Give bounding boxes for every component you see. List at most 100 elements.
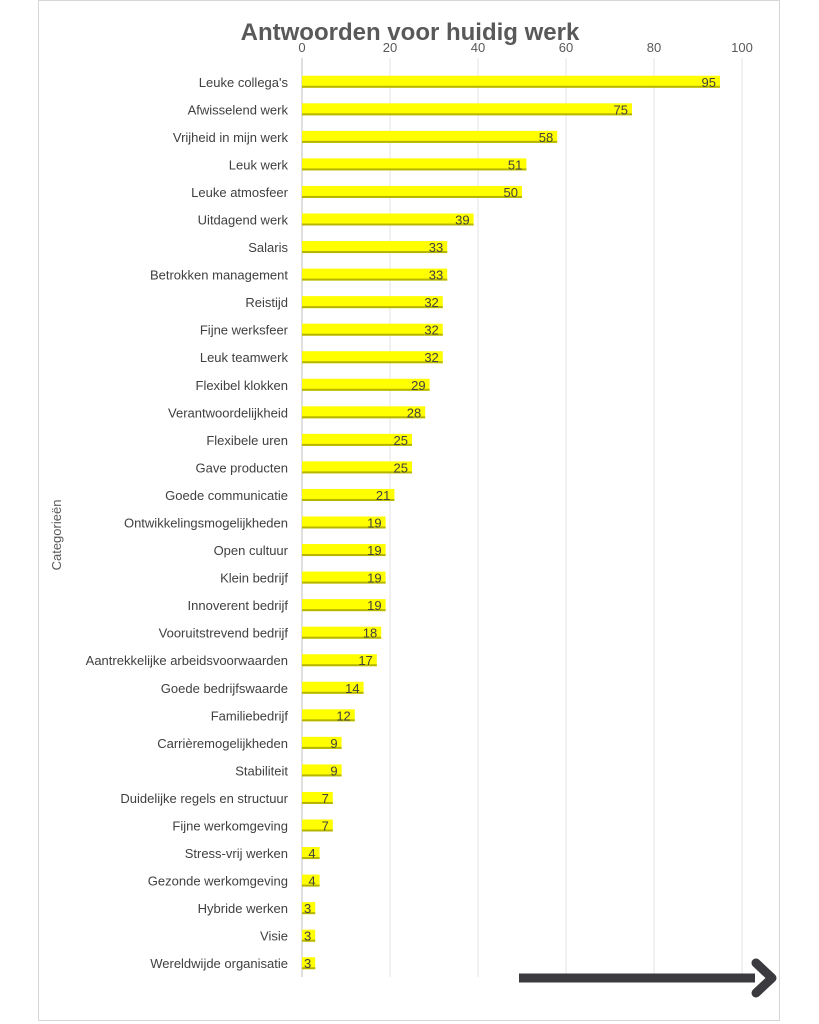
bar-edge <box>302 278 448 281</box>
data-label: 3 <box>304 956 311 971</box>
category-label: Innoverent bedrijf <box>188 598 289 613</box>
bar-edge <box>302 857 320 860</box>
bar-edge <box>302 609 386 612</box>
category-label: Flexibel klokken <box>196 378 289 393</box>
bar <box>302 929 316 942</box>
data-label: 3 <box>304 901 311 916</box>
bar-edge <box>302 691 364 694</box>
x-tick-label: 80 <box>647 40 661 55</box>
category-label: Betrokken management <box>150 268 288 283</box>
category-label: Stabiliteit <box>235 763 288 778</box>
bar-edge <box>302 801 333 804</box>
bar <box>302 185 522 198</box>
category-label: Carrièremogelijkheden <box>157 736 288 751</box>
bar <box>302 681 364 694</box>
bar <box>302 461 412 474</box>
data-label: 12 <box>336 708 350 723</box>
bar <box>302 323 443 336</box>
bar-edge <box>302 939 316 942</box>
bar <box>302 544 386 557</box>
bar <box>302 488 395 501</box>
data-label: 7 <box>322 819 329 834</box>
data-label: 19 <box>367 516 381 531</box>
bar <box>302 847 320 860</box>
bar-edge <box>302 498 395 501</box>
data-label: 9 <box>330 736 337 751</box>
category-label: Aantrekkelijke arbeidsvoorwaarden <box>86 653 288 668</box>
data-label: 14 <box>345 681 359 696</box>
bar-edge <box>302 746 342 749</box>
bar <box>302 75 720 88</box>
bar-edge <box>302 967 316 970</box>
bar-edge <box>302 416 426 419</box>
category-label: Gezonde werkomgeving <box>148 874 288 889</box>
data-label: 7 <box>322 791 329 806</box>
bar-edge <box>302 774 342 777</box>
bar <box>302 957 316 970</box>
data-label: 19 <box>367 543 381 558</box>
data-label: 33 <box>429 240 443 255</box>
bar-edge <box>302 581 386 584</box>
data-label: 17 <box>358 653 372 668</box>
bar <box>302 158 527 171</box>
bar-edge <box>302 388 430 391</box>
category-label: Reistijd <box>245 295 288 310</box>
bar <box>302 736 342 749</box>
bar <box>302 819 333 832</box>
bar-edge <box>302 85 720 88</box>
category-label: Leuke atmosfeer <box>191 185 289 200</box>
data-labels: 9575585150393333323232292825252119191919… <box>304 75 716 971</box>
bar-edge <box>302 113 632 116</box>
bar-edge <box>302 471 412 474</box>
data-label: 19 <box>367 571 381 586</box>
data-label: 18 <box>363 626 377 641</box>
category-label: Duidelijke regels en structuur <box>120 791 288 806</box>
bar <box>302 378 430 391</box>
bar-edge <box>302 140 558 143</box>
arrow-head <box>751 958 777 998</box>
bars <box>302 75 720 970</box>
bar <box>302 213 474 226</box>
x-tick-label: 100 <box>731 40 753 55</box>
category-label: Leuk werk <box>229 157 289 172</box>
x-tick-label: 20 <box>383 40 397 55</box>
bar <box>302 351 443 364</box>
y-axis-label: Categorieën <box>49 500 64 571</box>
bar <box>302 130 558 143</box>
data-label: 51 <box>508 157 522 172</box>
data-label: 32 <box>424 323 438 338</box>
data-label: 29 <box>411 378 425 393</box>
category-label: Fijne werkomgeving <box>172 819 288 834</box>
category-label: Verantwoordelijkheid <box>168 405 288 420</box>
bar <box>302 406 426 419</box>
bar <box>302 626 382 639</box>
bar <box>302 902 316 915</box>
data-label: 9 <box>330 763 337 778</box>
bar-edge <box>302 443 412 446</box>
bar-edge <box>302 306 443 309</box>
bar-edge <box>302 195 522 198</box>
data-label: 21 <box>376 488 390 503</box>
category-label: Goede bedrijfswaarde <box>161 681 288 696</box>
bar <box>302 791 333 804</box>
bar <box>302 874 320 887</box>
bar <box>302 571 386 584</box>
category-label: Hybride werken <box>198 901 288 916</box>
category-label: Uitdagend werk <box>198 213 289 228</box>
category-label: Familiebedrijf <box>211 708 289 723</box>
category-label: Visie <box>260 929 288 944</box>
category-label: Stress-vrij werken <box>185 846 288 861</box>
category-label: Flexibele uren <box>206 433 288 448</box>
bar-edge <box>302 636 382 639</box>
bar-edge <box>302 333 443 336</box>
category-label: Leuk teamwerk <box>200 350 289 365</box>
bar-edge <box>302 554 386 557</box>
bar-edge <box>302 168 527 171</box>
data-label: 75 <box>614 102 628 117</box>
x-tick-label: 60 <box>559 40 573 55</box>
bar <box>302 709 355 722</box>
data-label: 25 <box>394 433 408 448</box>
bar-edge <box>302 912 316 915</box>
bar <box>302 241 448 254</box>
data-label: 4 <box>308 874 315 889</box>
